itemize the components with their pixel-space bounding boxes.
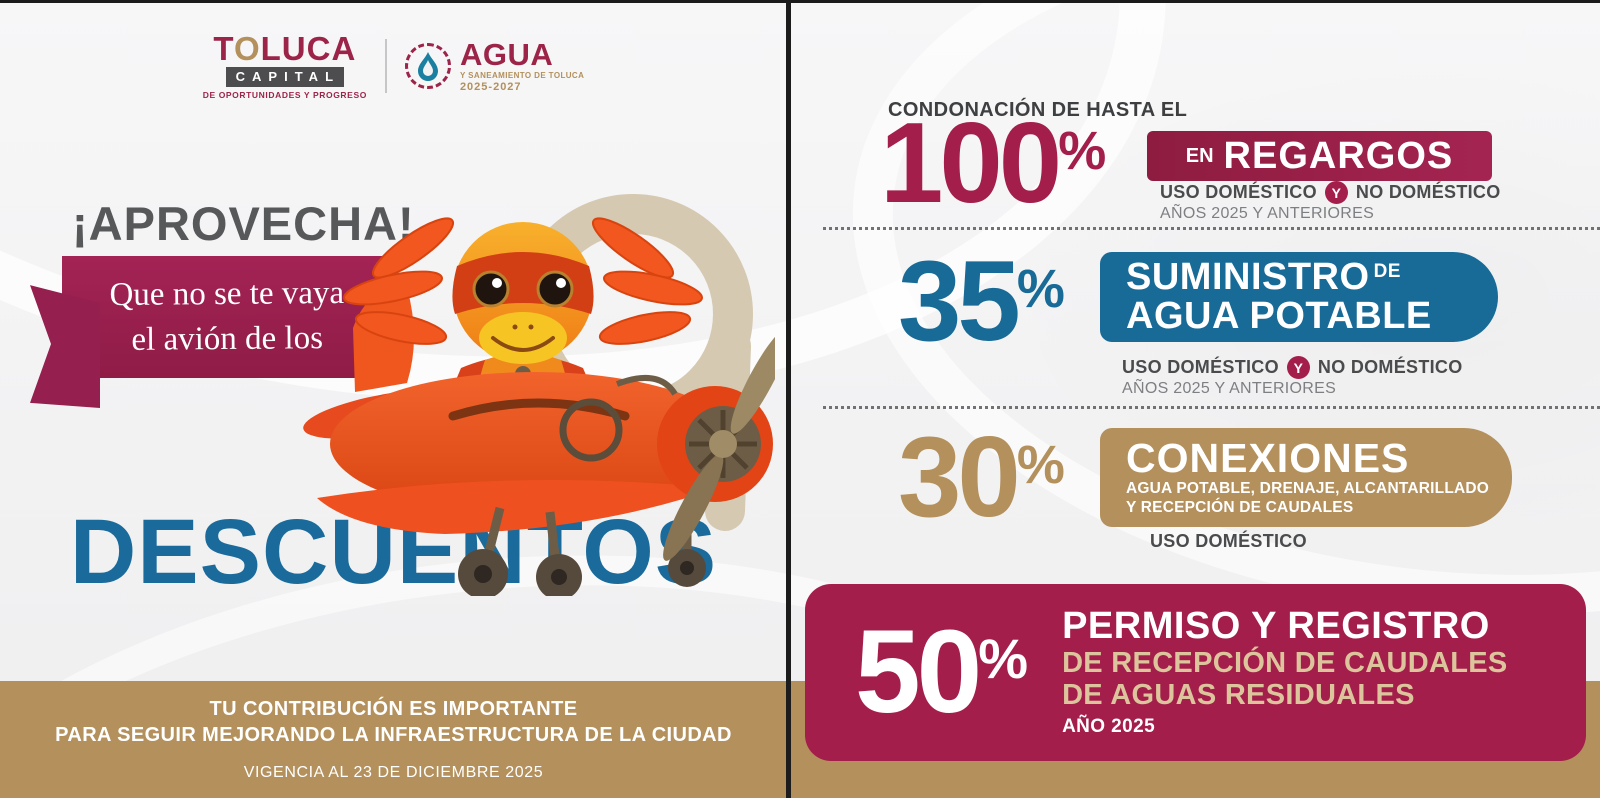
top-border-line xyxy=(0,0,1600,3)
agua-texts: AGUA Y SANEAMIENTO DE TOLUCA 2025-2027 xyxy=(460,39,584,93)
y-connector-badge: Y xyxy=(1286,356,1310,379)
toluca-wordmark: TOLUCA xyxy=(213,32,356,65)
conexiones-bar: CONEXIONES AGUA POTABLE, DRENAJE, ALCANT… xyxy=(1100,428,1512,527)
percent-sign: % xyxy=(1058,121,1107,181)
no-domestico-label: NO DOMÉSTICO xyxy=(1355,182,1501,202)
percent-30: 30% xyxy=(898,421,1065,535)
footer-line1: TU CONTRIBUCIÓN ES IMPORTANTE xyxy=(209,698,578,720)
permiso-sub2: DE AGUAS RESIDUALES xyxy=(1062,679,1415,712)
permiso-year: AÑO 2025 xyxy=(1062,715,1156,737)
panel-divider-line xyxy=(786,0,791,798)
toluca-tagline: DE OPORTUNIDADES Y PROGRESO xyxy=(202,89,367,100)
percent-35: 35% xyxy=(898,245,1065,359)
percent-30-value: 30 xyxy=(898,414,1021,541)
agua-subtitle: Y SANEAMIENTO DE TOLUCA xyxy=(459,70,585,80)
suministro-line1: SUMINISTRO DE xyxy=(1126,258,1498,297)
logo-separator xyxy=(384,38,387,93)
percent-sign: % xyxy=(1016,435,1065,495)
percent-100-value: 100 xyxy=(880,100,1062,227)
percent-sign: % xyxy=(978,627,1029,691)
dotted-separator xyxy=(823,227,1600,230)
uso-row-100: USO DOMÉSTICO Y NO DOMÉSTICO xyxy=(1160,181,1501,204)
percent-100: 100% xyxy=(880,107,1107,221)
years-100: AÑOS 2025 Y ANTERIORES xyxy=(1160,205,1375,222)
capital-label: CAPITAL xyxy=(225,67,345,87)
toluca-letter-t: T xyxy=(213,30,234,67)
uso-row-35: USO DOMÉSTICO Y NO DOMÉSTICO xyxy=(1122,356,1463,379)
no-domestico-label: NO DOMÉSTICO xyxy=(1317,357,1463,377)
agua-logo: AGUA Y SANEAMIENTO DE TOLUCA 2025-2027 xyxy=(404,39,584,93)
water-drop-icon xyxy=(404,42,451,89)
percent-sign: % xyxy=(1016,259,1065,319)
permiso-texts: PERMISO Y REGISTRO DE RECEPCIÓN DE CAUDA… xyxy=(1062,605,1508,738)
y-connector-badge: Y xyxy=(1324,181,1348,204)
vigencia-line: VIGENCIA AL 23 DE DICIEMBRE 2025 xyxy=(243,764,544,781)
conexiones-label: CONEXIONES xyxy=(1126,434,1410,481)
suministro-line2: AGUA POTABLE xyxy=(1126,295,1432,337)
agua-period: 2025-2027 xyxy=(459,80,522,93)
headline-aprovecha: ¡APROVECHA! xyxy=(72,197,415,250)
permiso-card: 50% PERMISO Y REGISTRO DE RECEPCIÓN DE C… xyxy=(805,584,1586,761)
axolotl-pilot-plane-illustration xyxy=(303,194,775,596)
toluca-letters-rest: LUCA xyxy=(260,30,357,67)
footer-line2: PARA SEGUIR MEJORANDO LA INFRAESTRUCTURA… xyxy=(55,724,732,746)
de-word: DE xyxy=(1373,261,1401,283)
dotted-separator xyxy=(823,406,1600,409)
conexiones-sub1: AGUA POTABLE, DRENAJE, ALCANTARILLADO xyxy=(1126,479,1490,497)
suministro-bar: SUMINISTRO DE AGUA POTABLE xyxy=(1100,252,1498,342)
percent-50: 50% xyxy=(855,613,1029,731)
permiso-title: PERMISO Y REGISTRO xyxy=(1062,605,1490,648)
uso-domestico-label: USO DOMÉSTICO xyxy=(1160,182,1317,202)
brand-logos: TOLUCA CAPITAL DE OPORTUNIDADES Y PROGRE… xyxy=(0,32,787,100)
footer-message: TU CONTRIBUCIÓN ES IMPORTANTE PARA SEGUI… xyxy=(0,696,787,782)
suministro-word: SUMINISTRO xyxy=(1126,256,1370,299)
conexiones-sub2: Y RECEPCIÓN DE CAUDALES xyxy=(1126,499,1354,516)
percent-35-value: 35 xyxy=(898,238,1021,365)
condonacion-intro: CONDONACIÓN DE HASTA EL xyxy=(888,99,1188,121)
agua-title: AGUA xyxy=(459,36,554,72)
regargos-prefix: EN xyxy=(1185,144,1214,167)
permiso-sub1: DE RECEPCIÓN DE CAUDALES xyxy=(1062,646,1508,679)
years-35: AÑOS 2025 Y ANTERIORES xyxy=(1122,380,1337,397)
ribbon-banner: Que no se te vaya el avión de los xyxy=(30,256,392,408)
regargos-label: REGARGOS xyxy=(1223,134,1454,177)
uso-domestico-label: USO DOMÉSTICO xyxy=(1150,531,1307,551)
percent-50-value: 50 xyxy=(855,606,982,739)
regargos-bar: EN REGARGOS xyxy=(1147,131,1492,181)
toluca-logo: TOLUCA CAPITAL DE OPORTUNIDADES Y PROGRE… xyxy=(203,32,367,100)
uso-domestico-label: USO DOMÉSTICO xyxy=(1122,357,1279,377)
uso-row-30: USO DOMÉSTICO xyxy=(1150,531,1307,552)
toluca-letter-o: O xyxy=(233,30,261,67)
